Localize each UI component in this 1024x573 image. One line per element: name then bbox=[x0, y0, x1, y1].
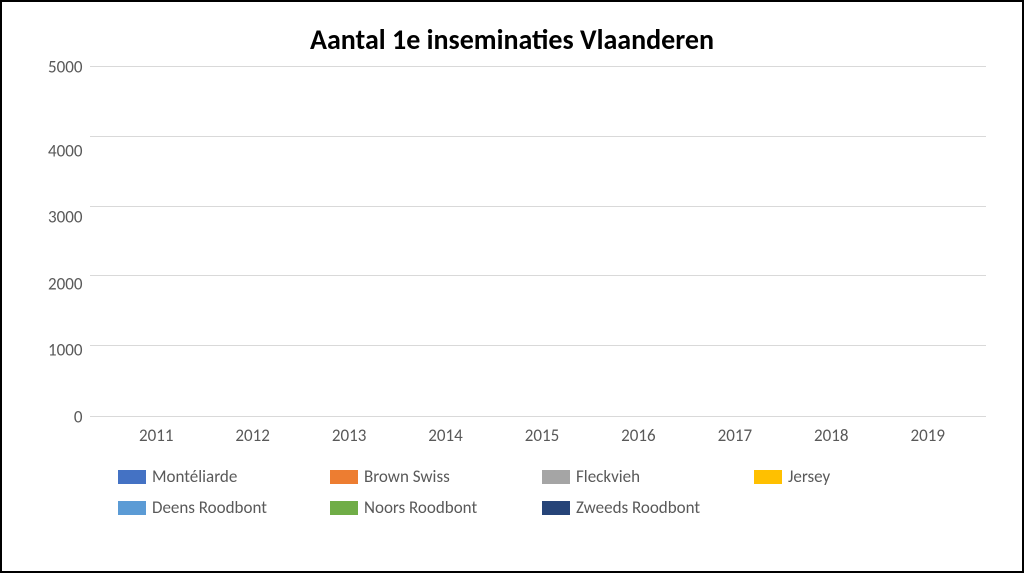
x-tick: 2012 bbox=[204, 425, 300, 446]
legend-item-monteliarde: Montéliarde bbox=[118, 466, 330, 487]
x-tick: 2017 bbox=[687, 425, 783, 446]
plot-wrapper: 500040003000200010000 bbox=[48, 67, 986, 417]
y-tick: 3000 bbox=[48, 209, 82, 226]
x-tick: 2013 bbox=[301, 425, 397, 446]
bar-slot bbox=[198, 67, 295, 416]
legend-item-fleckvieh: Fleckvieh bbox=[542, 466, 754, 487]
legend-swatch bbox=[542, 470, 570, 484]
chart-container: Aantal 1e inseminaties Vlaanderen 5000 40… bbox=[0, 0, 1024, 573]
y-tick: 5000 bbox=[48, 59, 82, 76]
y-tick: 4000 bbox=[48, 142, 82, 159]
legend-swatch bbox=[118, 470, 146, 484]
bar-slot bbox=[100, 67, 197, 416]
legend-item-zweeds_roodbont: Zweeds Roodbont bbox=[542, 497, 754, 518]
legend-label: Montéliarde bbox=[152, 466, 237, 487]
legend-swatch bbox=[754, 470, 782, 484]
bars-group bbox=[90, 67, 986, 416]
y-tick: 2000 bbox=[48, 275, 82, 292]
legend-item-deens_roodbont: Deens Roodbont bbox=[118, 497, 330, 518]
legend-item-noors_roodbont: Noors Roodbont bbox=[330, 497, 542, 518]
legend-item-jersey: Jersey bbox=[754, 466, 966, 487]
chart-title: Aantal 1e inseminaties Vlaanderen bbox=[18, 22, 1006, 57]
legend-item-brown_swiss: Brown Swiss bbox=[330, 466, 542, 487]
bar-slot bbox=[781, 67, 878, 416]
legend-label: Fleckvieh bbox=[576, 466, 640, 487]
x-tick: 2016 bbox=[590, 425, 686, 446]
legend-swatch bbox=[330, 470, 358, 484]
y-axis: 500040003000200010000 bbox=[48, 67, 90, 417]
bar-slot bbox=[295, 67, 392, 416]
legend: Montéliarde Brown Swiss Fleckvieh Jersey Dee… bbox=[118, 466, 966, 518]
bar-slot bbox=[684, 67, 781, 416]
legend-label: Zweeds Roodbont bbox=[576, 497, 700, 518]
legend-swatch bbox=[118, 501, 146, 515]
legend-label: Brown Swiss bbox=[364, 466, 450, 487]
x-tick: 2014 bbox=[397, 425, 493, 446]
x-tick: 2011 bbox=[108, 425, 204, 446]
legend-label: Jersey bbox=[788, 466, 830, 487]
plot-area bbox=[90, 67, 986, 417]
x-tick: 2019 bbox=[880, 425, 976, 446]
legend-label: Deens Roodbont bbox=[152, 497, 267, 518]
bar-slot bbox=[392, 67, 489, 416]
bar-slot bbox=[490, 67, 587, 416]
x-axis: 201120122013201420152016201720182019 bbox=[98, 425, 986, 446]
bar-slot bbox=[879, 67, 976, 416]
y-tick: 1000 bbox=[48, 342, 82, 359]
x-tick: 2018 bbox=[783, 425, 879, 446]
y-tick: 0 bbox=[74, 408, 83, 425]
legend-swatch bbox=[542, 501, 570, 515]
x-tick: 2015 bbox=[494, 425, 590, 446]
legend-label: Noors Roodbont bbox=[364, 497, 477, 518]
legend-swatch bbox=[330, 501, 358, 515]
bar-slot bbox=[587, 67, 684, 416]
